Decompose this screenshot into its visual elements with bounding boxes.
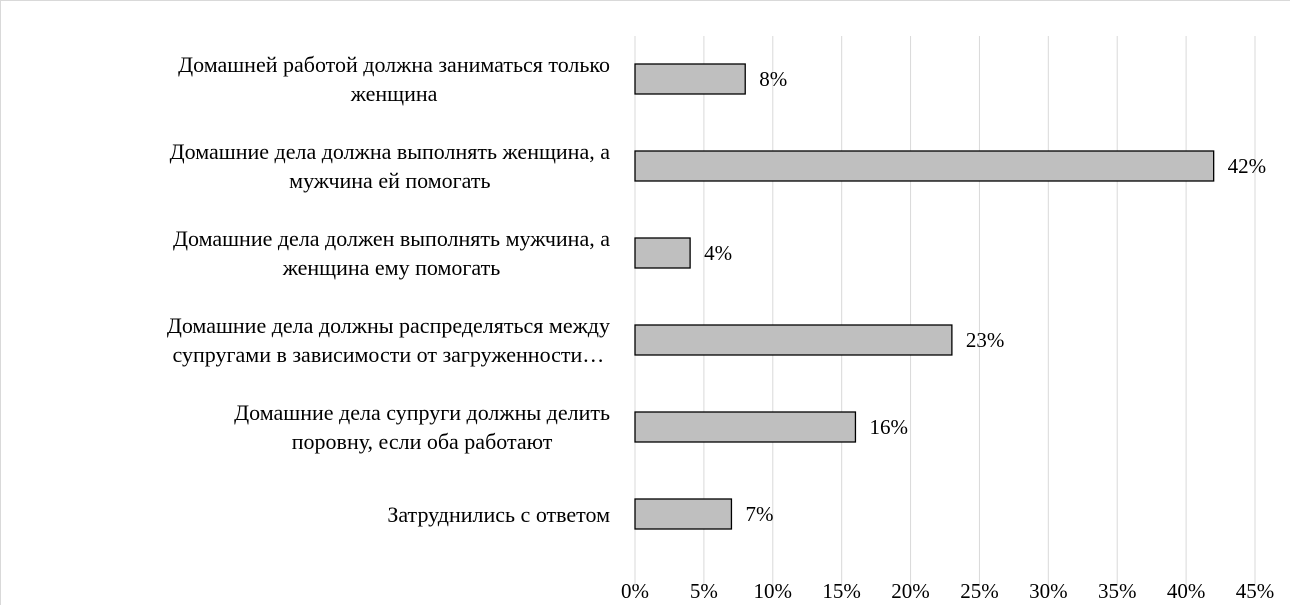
bar bbox=[634, 150, 1215, 182]
data-label: 7% bbox=[745, 502, 773, 526]
data-label: 42% bbox=[1228, 154, 1267, 178]
y-tick-label: Домашние дела должна выполнять женщина, … bbox=[169, 139, 610, 193]
data-label: 4% bbox=[704, 241, 732, 265]
data-label: 23% bbox=[966, 328, 1005, 352]
category-label-box: Домашней работой должна заниматься тольк… bbox=[1, 39, 610, 119]
x-tick-label: 30% bbox=[1029, 579, 1068, 603]
data-label: 8% bbox=[759, 67, 787, 91]
x-tick-label: 25% bbox=[960, 579, 999, 603]
bar bbox=[634, 498, 733, 530]
x-tick-label: 15% bbox=[822, 579, 861, 603]
y-tick-label: Домашней работой должна заниматься тольк… bbox=[178, 52, 610, 106]
x-tick-label: 35% bbox=[1098, 579, 1137, 603]
y-tick-label: Домашние дела должны распределяться межд… bbox=[166, 313, 610, 367]
bar bbox=[634, 63, 746, 95]
category-label-box: Домашние дела супруги должны делить поро… bbox=[1, 387, 610, 467]
y-tick-label: Домашние дела должен выполнять мужчина, … bbox=[172, 226, 610, 280]
x-tick-label: 40% bbox=[1167, 579, 1206, 603]
category-label-box: Домашние дела должен выполнять мужчина, … bbox=[1, 213, 610, 293]
y-tick-label: Домашние дела супруги должны делить поро… bbox=[234, 400, 610, 454]
bar bbox=[634, 324, 953, 356]
x-tick-label: 20% bbox=[891, 579, 930, 603]
x-tick-label: 10% bbox=[754, 579, 793, 603]
y-tick-label: Затруднились с ответом bbox=[387, 501, 610, 527]
bar bbox=[634, 411, 857, 443]
bar bbox=[634, 237, 691, 269]
category-label-box: Домашние дела должна выполнять женщина, … bbox=[1, 126, 610, 206]
data-label: 16% bbox=[869, 415, 908, 439]
x-tick-label: 5% bbox=[690, 579, 718, 603]
x-tick-label: 45% bbox=[1236, 579, 1275, 603]
category-label-box: Домашние дела должны распределяться межд… bbox=[1, 300, 610, 380]
category-label-box: Затруднились с ответом bbox=[1, 474, 610, 554]
